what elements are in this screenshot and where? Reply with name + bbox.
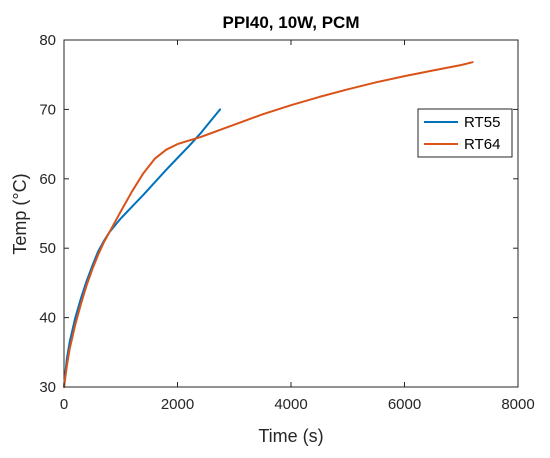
series-line-rt64 (63, 61, 474, 388)
y-axis-label: Temp (°C) (10, 173, 30, 254)
y-tick-label-1: 40 (39, 310, 56, 327)
x-tick-label-0: 0 (60, 396, 68, 413)
x-tick-label-2: 4000 (274, 396, 307, 413)
x-tick-label-3: 6000 (388, 396, 421, 413)
y-tick-label-0: 30 (39, 379, 56, 396)
plot-frame (63, 39, 519, 388)
x-tick-label-1: 2000 (161, 396, 194, 413)
y-tick-label-2: 50 (39, 240, 56, 257)
ticks-layer: 0 2000 4000 6000 8000 30 40 50 60 70 80 (39, 32, 534, 413)
legend: RT55 RT64 (417, 108, 513, 158)
y-tick-label-3: 60 (39, 171, 56, 188)
x-axis-label: Time (s) (258, 426, 323, 446)
y-tick-label-4: 70 (39, 101, 56, 118)
series-layer (63, 61, 474, 388)
legend-label-rt64: RT64 (464, 136, 500, 153)
legend-box (417, 108, 513, 158)
chart-title: PPI40, 10W, PCM (223, 13, 360, 32)
plot-area: 0 2000 4000 6000 8000 30 40 50 60 70 80 (39, 32, 534, 413)
legend-label-rt55: RT55 (464, 114, 500, 131)
x-tick-label-4: 8000 (501, 396, 534, 413)
y-tick-label-5: 80 (39, 32, 56, 49)
